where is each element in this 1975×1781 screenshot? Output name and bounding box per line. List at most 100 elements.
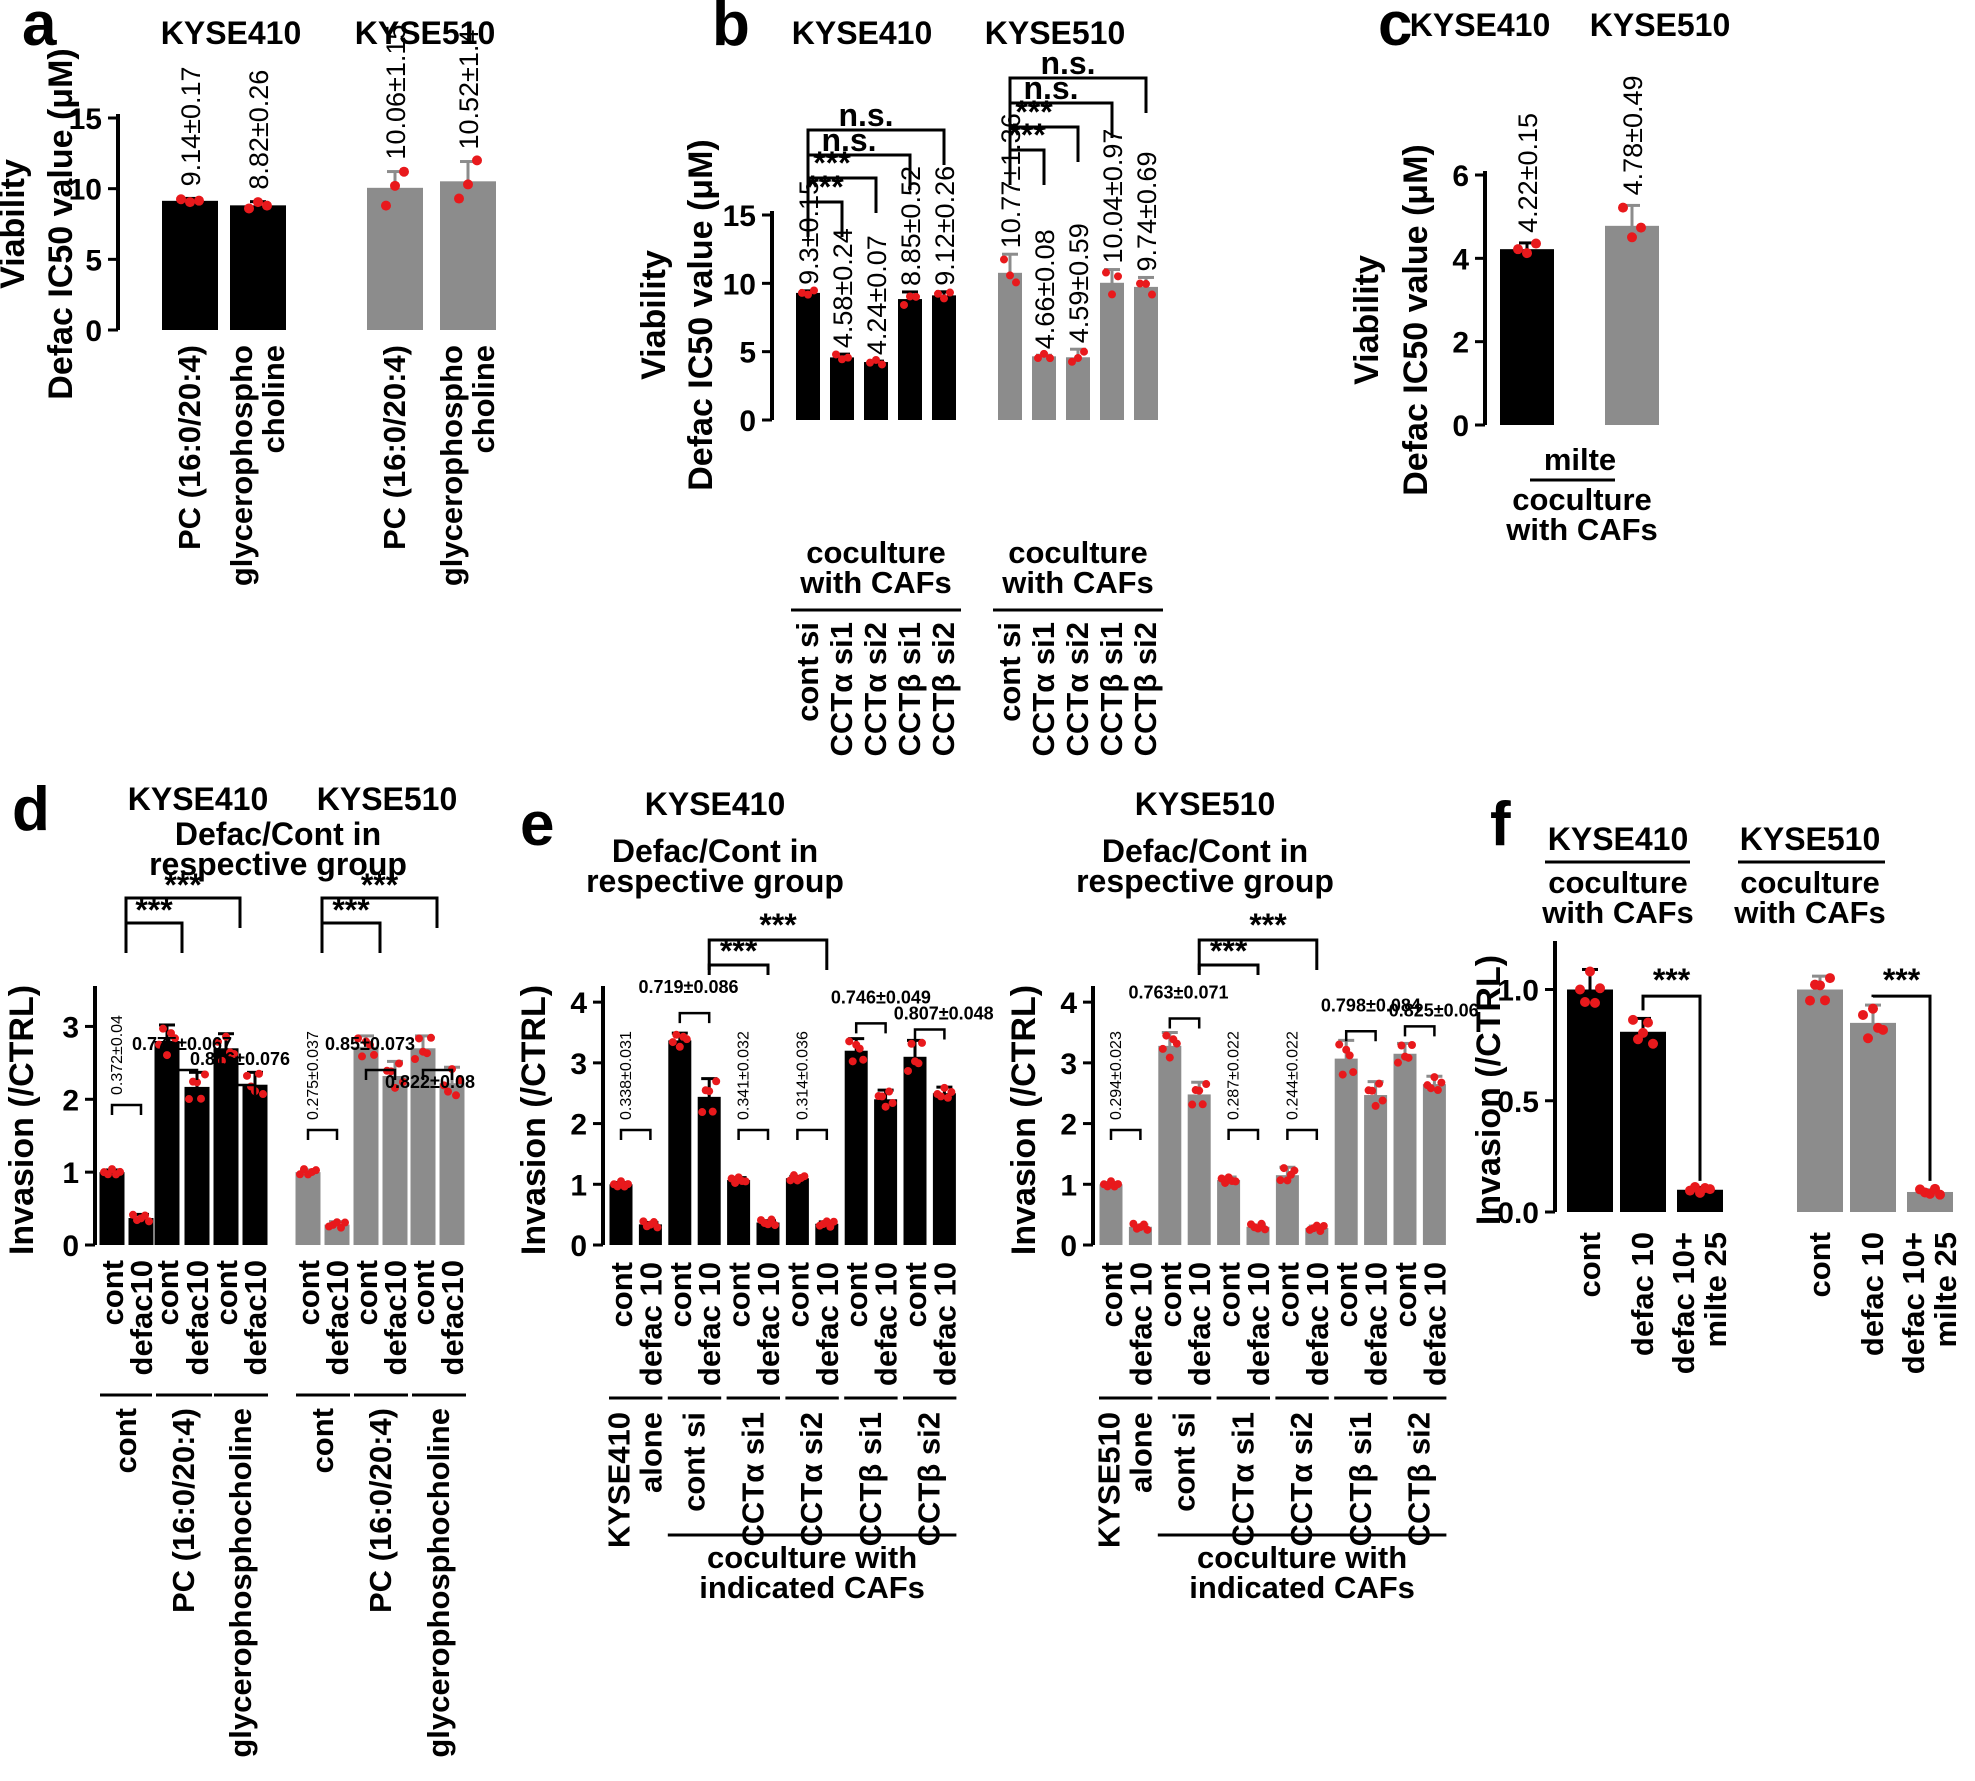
- panel-d-ratio-bracket: [110, 1103, 143, 1115]
- panel-a-x-label: glycerophospho: [224, 345, 259, 586]
- panel-e-kyse410-y-tick-label: 0: [570, 1230, 587, 1263]
- panel-e-kyse510-ratio-bracket: [1344, 1030, 1377, 1042]
- panel-d-title-kyse510: KYSE510: [317, 781, 458, 817]
- panel-d-data-point: [358, 1052, 366, 1061]
- panel-e-kyse510-data-point: [1202, 1080, 1211, 1089]
- panel-b-bar: [864, 362, 888, 420]
- panel-b-group-label: with CAFs: [799, 565, 952, 600]
- panel-f-subtitle: coculture: [1740, 865, 1880, 900]
- panel-f-data-point: [1878, 1024, 1888, 1035]
- panel-e-kyse410-bar: [727, 1180, 751, 1245]
- panel-e-kyse510-y-tick-label: 2: [1060, 1109, 1077, 1142]
- panel-e-kyse410-x-label: defac 10: [633, 1262, 668, 1386]
- panel-b-data-point: [878, 360, 886, 369]
- panel-b-bar: [796, 292, 820, 420]
- panel-f-data-point: [1590, 997, 1600, 1008]
- panel-e-kyse510-x-label: defac 10: [1123, 1262, 1158, 1386]
- panel-d-ratio-bracket: [421, 1068, 454, 1080]
- panel-b-ylabel-line2: Defac IC50 value (μM): [682, 139, 720, 490]
- panel-e-kyse510-subtitle: Defac/Cont in: [1102, 833, 1308, 869]
- panel-a-data-point: [194, 195, 204, 206]
- panel-e-kyse510-x-label: cont: [1212, 1262, 1247, 1327]
- panel-e-kyse410-data-point: [845, 1037, 854, 1046]
- panel-e-kyse410-coculture-label: coculture with: [707, 1540, 917, 1575]
- panel-b-data-point: [934, 289, 942, 298]
- panel-d-group-label: glycerophosphocholine: [421, 1408, 456, 1758]
- panel-e-kyse410-data-point: [943, 1093, 952, 1102]
- panel-d-bar: [439, 1083, 465, 1245]
- panel-b-data-point: [1012, 278, 1020, 287]
- panel-a-data-point: [185, 197, 195, 208]
- panel-d-data-point: [193, 1078, 201, 1087]
- panel-e-kyse410-data-point: [947, 1088, 956, 1097]
- panel-d-subtitle: respective group: [149, 846, 407, 882]
- panel-f-data-point: [1820, 995, 1830, 1006]
- panel-b-bar: [898, 299, 922, 420]
- panel-b-significance-label: ***: [1008, 117, 1046, 153]
- panel-f-data-point: [1805, 995, 1815, 1006]
- panel-a-x-label: glycerophospho: [434, 345, 469, 586]
- panel-b-x-label: CCTα si2: [1060, 622, 1095, 756]
- panel-a-value-label: 10.52±1.4: [454, 30, 484, 150]
- panel-e-kyse510-data-point: [1158, 1044, 1167, 1053]
- panel-e-kyse410-x-label: cont: [722, 1262, 757, 1327]
- panel-f-bar: [1850, 1022, 1896, 1212]
- panel-b-data-point: [832, 350, 840, 359]
- panel-e-kyse410-data-point: [668, 1038, 677, 1047]
- panel-e-kyse410-group-label: CCTβ si1: [853, 1412, 888, 1546]
- panel-e-kyse410-y-tick-label: 4: [570, 987, 587, 1020]
- panel-d-x-label: cont: [291, 1260, 326, 1325]
- panel-e-kyse510-group-label: cont si: [1167, 1412, 1202, 1512]
- panel-a-data-point: [390, 180, 400, 191]
- panel-b-data-point: [872, 355, 880, 364]
- panel-label-d: d: [12, 775, 50, 844]
- panel-f-x-label: defac 10+: [1896, 1232, 1931, 1374]
- panel-d-significance-label: ***: [332, 892, 370, 928]
- panel-b-data-point: [804, 290, 812, 299]
- panel-e-kyse510-bar: [1364, 1095, 1388, 1245]
- panel-e-kyse510-ratio-bracket: [1286, 1128, 1319, 1140]
- panel-d-data-point: [197, 1094, 205, 1103]
- panel-a-bar: [440, 181, 496, 330]
- panel-e-kyse410-x-label: defac 10: [751, 1262, 786, 1386]
- panel-a-ylabel-line1: Viability: [0, 159, 32, 289]
- panel-e-kyse410-data-point: [829, 1217, 838, 1226]
- panel-c-ylabel-line1: Viability: [1348, 255, 1386, 385]
- panel-e-kyse510-data-point: [1198, 1100, 1207, 1109]
- panel-e-kyse510-coculture-label: indicated CAFs: [1189, 1570, 1415, 1605]
- panel-e-kyse510-x-label: cont: [1329, 1262, 1364, 1327]
- panel-d-ratio-label: 0.775±0.067: [132, 1034, 232, 1054]
- panel-e-kyse410-data-point: [708, 1107, 717, 1116]
- panel-e-kyse410-group-label: CCTα si2: [794, 1412, 829, 1546]
- panel-e-kyse410-bar: [844, 1050, 868, 1245]
- panel-d-ratio-bracket: [364, 1068, 397, 1080]
- panel-b-value-label: 4.59±0.59: [1064, 223, 1094, 343]
- panel-d-x-label: defac10: [238, 1260, 273, 1375]
- panel-e-kyse410-data-point: [881, 1102, 890, 1111]
- panel-b-group-label: coculture: [806, 535, 946, 570]
- panel-d-data-point: [423, 1049, 431, 1058]
- panel-f-x-label: defac 10: [1855, 1232, 1890, 1356]
- panel-f-data-point: [1628, 1014, 1638, 1025]
- panel-b-bar: [1134, 286, 1158, 420]
- panel-d-significance-label: ***: [164, 867, 202, 903]
- panel-e-kyse410-ratio-label: 0.341±0.032: [736, 1031, 753, 1120]
- panel-b-group-label: coculture: [1008, 535, 1148, 570]
- panel-d-y-tick-label: 2: [62, 1084, 79, 1117]
- panel-e-kyse510-ratio-label: 0.287±0.022: [1226, 1031, 1243, 1120]
- panel-b-data-point: [940, 294, 948, 303]
- panel-e-kyse510-ratio-bracket: [1227, 1128, 1260, 1140]
- panel-b-data-point: [844, 353, 852, 362]
- panel-d-x-label: cont: [349, 1260, 384, 1325]
- panel-e-kyse510-ratio-label: 0.244±0.022: [1284, 1031, 1301, 1120]
- panel-e-kyse510-group-label: CCTβ si1: [1343, 1412, 1378, 1546]
- panel-e-kyse410-data-point: [855, 1044, 864, 1053]
- panel-e-kyse410-data-point: [771, 1221, 779, 1230]
- panel-d-significance-bracket: [320, 896, 439, 928]
- panel-a-data-point: [381, 200, 391, 211]
- panel-d-data-point: [341, 1218, 349, 1227]
- panel-a-y-tick-label: 5: [85, 244, 102, 277]
- panel-d-ratio-bracket: [224, 1083, 257, 1095]
- panel-e-kyse510-bar: [1099, 1184, 1123, 1245]
- panel-d-group-label: glycerophosphocholine: [223, 1408, 258, 1758]
